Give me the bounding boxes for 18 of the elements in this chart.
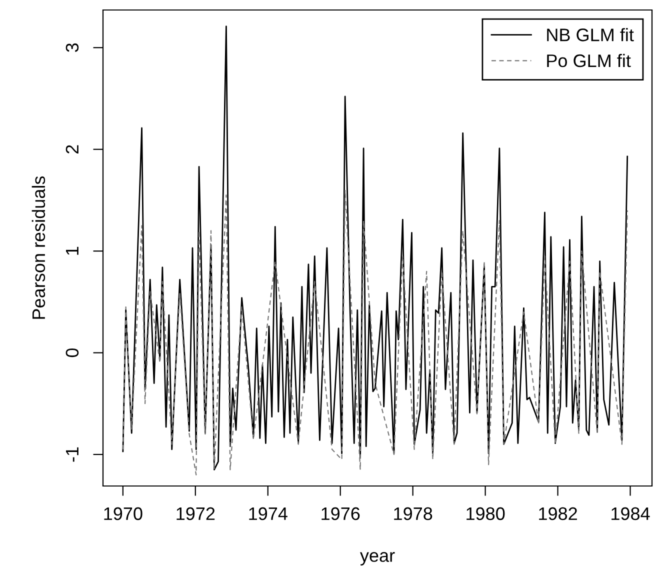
y-tick-label: 0 — [66, 348, 79, 358]
y-tick-label: 2 — [66, 145, 78, 154]
x-tick-label: 1980 — [466, 507, 505, 520]
line-series — [122, 189, 628, 476]
legend-label: NB GLM fit — [547, 28, 634, 42]
legend-label: Po GLM fit — [547, 54, 631, 68]
y-tick-label: 1 — [66, 246, 78, 255]
x-tick-label: 1978 — [394, 507, 432, 520]
y-tick-label: 3 — [66, 43, 79, 52]
x-tick-label: 1982 — [539, 507, 577, 520]
x-tick-label: 1974 — [249, 507, 288, 520]
x-tick-label: 1972 — [176, 507, 215, 520]
x-tick-label: 1984 — [612, 507, 650, 520]
y-axis-title: Pearson residuals — [32, 176, 46, 319]
x-tick-label: 1976 — [322, 507, 360, 520]
x-axis-title: year — [360, 552, 395, 566]
y-tick-label: -1 — [66, 447, 78, 462]
x-tick-label: 1970 — [104, 507, 142, 520]
